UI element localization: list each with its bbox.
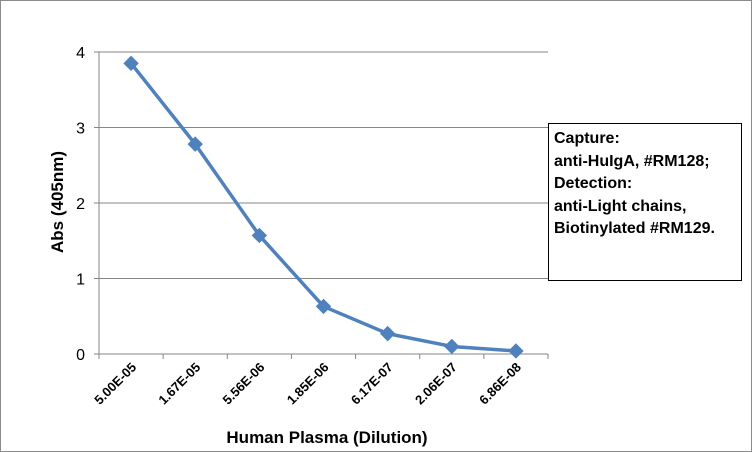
annotation-line: Capture: — [554, 130, 620, 147]
x-tick-label: 5.56E-06 — [220, 360, 268, 408]
x-tick-labels: 5.00E-05 1.67E-05 5.56E-06 1.85E-06 6.17E-07… — [91, 360, 524, 408]
annotation-line: Detection: — [554, 175, 633, 192]
y-tick-label: 2 — [76, 196, 85, 213]
y-tick-label: 4 — [76, 45, 85, 62]
data-point — [444, 338, 460, 355]
x-tick-label: 5.00E-05 — [91, 360, 139, 408]
x-axis-title: Human Plasma (Dilution) — [226, 428, 427, 447]
y-axis-title: Abs (405nm) — [48, 151, 67, 253]
annotation-line: anti-Light chains, — [554, 197, 687, 215]
y-tick-label: 0 — [76, 347, 85, 364]
annotation-line: anti-HuIgA, #RM128; — [554, 152, 710, 170]
data-point — [123, 55, 139, 72]
y-tick-labels: 0 1 2 3 4 — [76, 45, 85, 364]
data-point — [379, 325, 396, 342]
data-point — [187, 136, 203, 152]
y-tick-label: 1 — [76, 272, 85, 289]
annotation-line: Biotinylated #RM129. — [554, 220, 715, 237]
data-point — [251, 227, 268, 244]
x-tick-label: 1.85E-06 — [284, 360, 332, 408]
annotation-box: Capture: anti-HuIgA, #RM128; Detection: … — [548, 123, 742, 281]
axes — [94, 51, 549, 359]
data-point — [508, 343, 524, 359]
data-point — [315, 298, 332, 315]
x-tick-label: 2.06E-07 — [412, 360, 460, 408]
data-series — [123, 55, 524, 359]
x-tick-label: 6.86E-08 — [476, 360, 524, 408]
x-tick-label: 6.17E-07 — [348, 360, 396, 408]
y-tick-label: 3 — [76, 121, 85, 138]
gridlines — [99, 51, 548, 279]
x-tick-label: 1.67E-05 — [155, 360, 203, 408]
